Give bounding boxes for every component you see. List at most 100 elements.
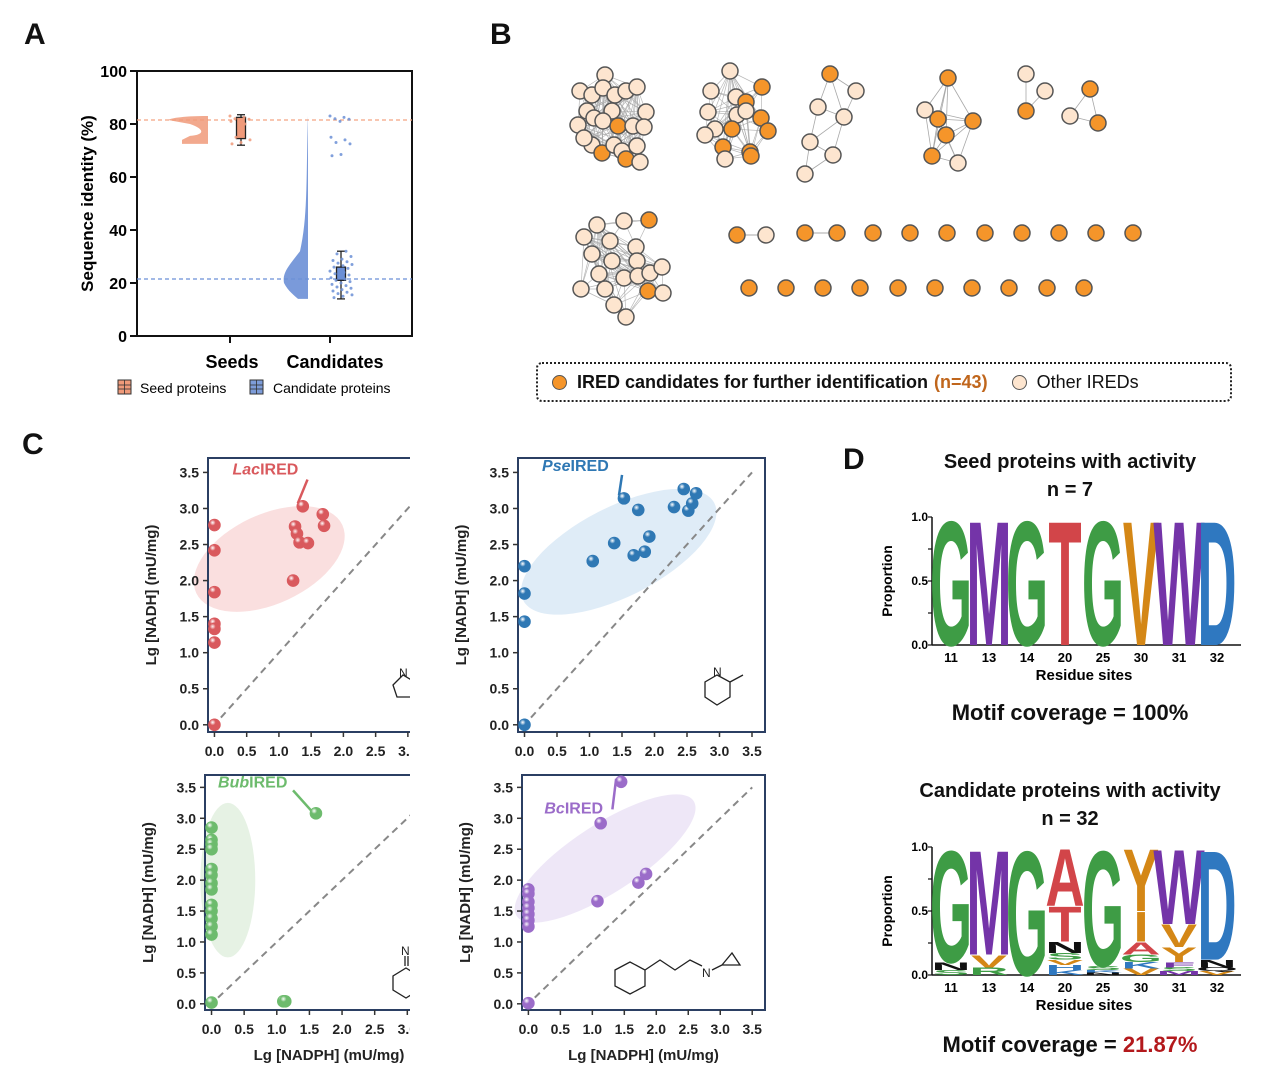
atom-n: N — [401, 944, 410, 958]
other-node — [603, 252, 621, 270]
enzyme-label-italic: Lac — [233, 462, 261, 479]
x-tick-label: 30 — [1134, 650, 1148, 665]
other-node — [796, 165, 814, 183]
data-point — [341, 264, 345, 268]
x-tick-label: 32 — [1210, 650, 1224, 665]
x-tick-label: 30 — [1134, 980, 1148, 995]
network-edge — [583, 236, 663, 268]
other-node — [575, 129, 593, 147]
x-tick-label: 13 — [982, 650, 996, 665]
data-point — [677, 482, 691, 496]
y-axis-label: Lg [NADH] (mU/mg) — [140, 822, 157, 963]
y-tick-label: 3.5 — [490, 464, 510, 480]
candidate-node — [617, 150, 635, 168]
data-point — [341, 294, 345, 298]
logo-letter-D: D — [1197, 505, 1236, 683]
other-node — [588, 216, 606, 234]
candidate-node — [723, 120, 741, 138]
network-cluster — [569, 66, 655, 171]
other-node — [601, 232, 619, 250]
scatter-bubIRED: 0.0 0.0 0.5 0.5 1.0 1.0 1.5 1.5 2.0 2.0 2.5 2.5 3.0 3… — [140, 774, 410, 1064]
y-axis-label: Lg [NADH] (mU/mg) — [143, 525, 160, 666]
candidate-node — [864, 224, 882, 242]
y-axis-label: Lg [NADH] (mU/mg) — [457, 822, 474, 963]
x-tick-label: 14 — [1020, 980, 1035, 995]
data-point — [328, 114, 332, 118]
y-tick-label: 0.0 — [177, 996, 197, 1012]
data-point — [333, 117, 337, 121]
candidate-node — [923, 147, 941, 165]
ring — [392, 956, 410, 999]
logo-letter-G: G — [1082, 835, 1124, 1002]
logo2-title-text: Candidate proteins with activity — [919, 780, 1221, 802]
logo-letter-K: K — [1121, 961, 1160, 971]
logo-letter-S: S — [1047, 952, 1083, 962]
candidate-node — [1038, 279, 1056, 297]
other-node — [737, 102, 755, 120]
x-tick-label: 0.0 — [202, 1021, 222, 1037]
data-point — [340, 288, 344, 292]
enzyme-label: BcIRED — [544, 800, 603, 817]
x-axis-label: Residue sites — [1036, 667, 1133, 684]
other-dot-icon — [1011, 374, 1027, 390]
x-tick-label: 2.5 — [365, 1021, 385, 1037]
data-point — [205, 928, 218, 941]
logo-letter-K: K — [1045, 969, 1084, 977]
data-point — [522, 996, 535, 1010]
data-point — [607, 536, 621, 550]
logo2-n: n = 32 — [1041, 808, 1099, 830]
candidate-node — [937, 126, 955, 144]
candidate-node — [593, 144, 611, 162]
diagonal-reference-line — [534, 786, 753, 999]
data-point — [229, 119, 233, 123]
x-tick-label: 3.5 — [742, 1021, 762, 1037]
logo-letter-N: N — [1083, 972, 1122, 976]
logo-letter-F: F — [1162, 961, 1195, 969]
y-tick-label: 0.5 — [494, 965, 514, 981]
coverage-label: Motif coverage = — [951, 700, 1133, 725]
data-point — [617, 492, 631, 505]
data-point — [342, 115, 346, 119]
enzyme-label: BubIRED — [218, 774, 287, 791]
coverage-value: 21.87% — [1122, 1032, 1198, 1057]
network-edge — [577, 124, 638, 147]
other-node — [615, 212, 633, 230]
data-point — [316, 507, 330, 521]
candidate-count: (n=43) — [934, 371, 988, 392]
y-tick-label: 100 — [100, 64, 127, 81]
data-point — [586, 554, 600, 568]
other-node — [583, 245, 601, 263]
y-tick-label: 3.0 — [490, 500, 510, 516]
logo-letter-T: T — [1048, 505, 1081, 683]
network-cluster — [796, 65, 865, 183]
candidate-node — [753, 78, 771, 96]
x-tick-label: 11 — [944, 650, 958, 665]
data-point — [627, 549, 640, 562]
data-point — [591, 894, 604, 908]
logo-letter-A: A — [1121, 938, 1160, 958]
candidate-dot-icon — [552, 374, 567, 390]
candidate-node — [889, 279, 907, 297]
logo-letter-S: S — [1161, 966, 1197, 972]
data-point — [638, 545, 652, 559]
x-tick-label: 2.5 — [679, 1021, 699, 1037]
y-tick-label: 60 — [109, 170, 127, 187]
logo-letter-Y: Y — [1123, 835, 1159, 930]
candidate-node — [759, 122, 777, 140]
y-tick-label: 2.0 — [180, 573, 200, 589]
data-point — [317, 519, 331, 533]
candidate-node — [976, 224, 994, 242]
y-tick-label: 40 — [109, 223, 127, 240]
data-point — [639, 867, 653, 881]
y-tick-label: 0.5 — [490, 681, 510, 697]
other-node — [696, 126, 714, 144]
network-edge — [604, 74, 645, 128]
other-node — [590, 265, 608, 283]
y-tick-label: 2.0 — [494, 872, 514, 888]
atom-n: N — [399, 666, 408, 680]
y-tick-label: 1.0 — [177, 934, 197, 950]
ring — [614, 951, 742, 995]
other-node — [1017, 65, 1035, 83]
x-axis-label: Residue sites — [1036, 997, 1133, 1014]
data-point — [335, 252, 339, 256]
